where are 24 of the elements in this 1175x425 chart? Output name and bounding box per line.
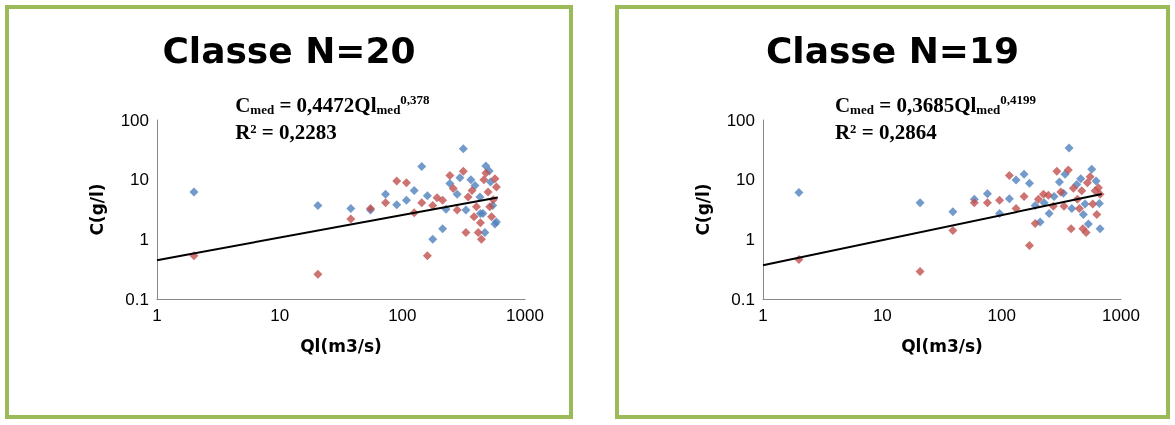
annotation: R² = 0,2864 [834, 119, 938, 144]
x-tick-label: 1 [758, 306, 768, 325]
annotation: R² = 0,2283 [235, 119, 337, 144]
y-axis-title: C(g/l) [692, 183, 713, 236]
y-tick-label: 0.1 [731, 289, 755, 309]
y-tick-label: 1 [745, 229, 755, 249]
y-axis-title: C(g/l) [86, 183, 107, 236]
x-tick-label: 10 [270, 306, 290, 325]
y-tick-label: 0.1 [125, 289, 149, 309]
y-tick-label: 10 [736, 170, 755, 190]
chart-title: Classe N=19 [765, 29, 1020, 71]
x-tick-label: 10 [872, 306, 892, 325]
chart-title: Classe N=20 [162, 29, 416, 71]
x-axis-title: Ql(m3/s) [300, 335, 382, 356]
x-tick-label: 1000 [1102, 306, 1140, 325]
x-tick-label: 100 [388, 306, 417, 325]
x-tick-label: 100 [987, 306, 1016, 325]
y-tick-label: 1 [139, 229, 149, 249]
x-axis-title: Ql(m3/s) [901, 335, 983, 356]
x-tick-label: 1 [152, 306, 162, 325]
x-tick-label: 1000 [506, 306, 544, 325]
y-tick-label: 100 [120, 110, 149, 130]
y-tick-label: 100 [726, 110, 755, 130]
y-tick-label: 10 [130, 170, 149, 190]
